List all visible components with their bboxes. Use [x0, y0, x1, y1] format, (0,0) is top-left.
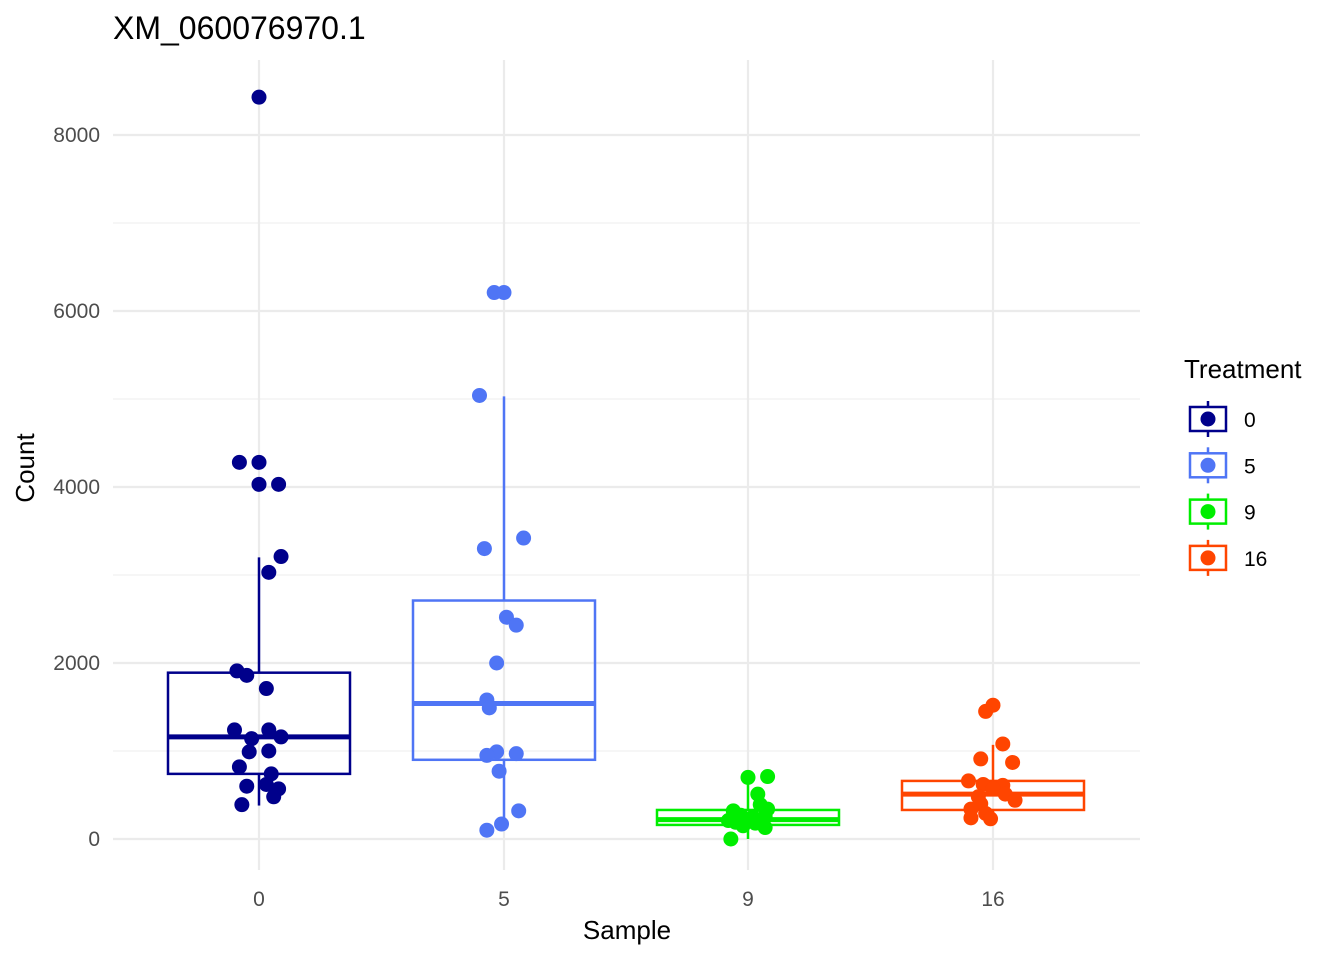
- data-point: [239, 667, 255, 683]
- legend-key-point: [1200, 550, 1216, 566]
- data-point: [961, 773, 976, 789]
- data-point: [261, 564, 277, 580]
- y-tick-label: 4000: [53, 476, 100, 499]
- data-point: [489, 655, 505, 671]
- data-point: [258, 681, 274, 697]
- legend-label: 9: [1244, 502, 1256, 525]
- data-point: [1005, 754, 1021, 770]
- y-tick-label: 6000: [53, 300, 100, 323]
- legend-key-point: [1200, 411, 1216, 427]
- data-point: [251, 476, 267, 492]
- legend-label: 5: [1244, 455, 1256, 478]
- legend-item-0: 0: [1188, 401, 1256, 437]
- x-tick-label: 0: [253, 888, 265, 911]
- data-point: [239, 778, 255, 794]
- data-point: [251, 454, 267, 470]
- data-point: [1007, 792, 1023, 808]
- data-point: [241, 744, 257, 760]
- data-point: [511, 803, 527, 819]
- chart-title: XM_060076970.1: [113, 10, 366, 46]
- data-point: [740, 769, 756, 785]
- data-point: [271, 476, 287, 492]
- legend-key-box: [1188, 498, 1228, 525]
- box-iqr: [166, 671, 352, 776]
- data-point: [251, 89, 267, 105]
- data-point: [508, 746, 524, 762]
- data-point: [227, 722, 242, 738]
- tick-labels: 0 2000 4000 6000 8000 0 5 9 16: [53, 124, 1004, 911]
- y-tick-label: 8000: [53, 124, 100, 147]
- legend-item-16: 16: [1188, 539, 1267, 576]
- data-point: [261, 743, 277, 759]
- data-point: [983, 811, 999, 827]
- data-point: [273, 729, 289, 745]
- data-point: [494, 816, 510, 832]
- data-point: [760, 769, 776, 785]
- points: [227, 89, 1023, 847]
- data-point: [273, 549, 289, 565]
- data-point: [735, 818, 751, 834]
- data-point: [479, 822, 495, 838]
- data-point: [244, 731, 260, 747]
- data-point: [978, 703, 994, 719]
- data-point: [266, 789, 282, 805]
- legend-item-9: 9: [1188, 493, 1256, 530]
- x-tick-label: 5: [498, 888, 510, 911]
- data-point: [963, 810, 979, 826]
- y-tick-label: 0: [88, 828, 100, 851]
- data-point: [508, 617, 524, 633]
- data-point: [261, 722, 277, 738]
- boxes: [166, 396, 1086, 839]
- data-point: [231, 454, 247, 470]
- x-tick-label: 9: [742, 888, 754, 911]
- data-point: [472, 387, 487, 403]
- legend-key-point: [1200, 504, 1216, 520]
- data-point: [985, 781, 1001, 797]
- data-point: [973, 751, 989, 767]
- legend-label: 16: [1244, 548, 1267, 571]
- box-iqr: [411, 599, 597, 762]
- legend-label: 0: [1244, 409, 1256, 432]
- y-axis-label: Count: [10, 433, 40, 503]
- data-point: [995, 736, 1011, 752]
- legend-item-5: 5: [1188, 447, 1256, 484]
- data-point: [516, 530, 532, 546]
- box-series-0: [166, 557, 352, 806]
- x-tick-label: 16: [981, 888, 1004, 911]
- data-point: [481, 700, 497, 716]
- data-point: [476, 541, 492, 557]
- legend: Treatment 0 5 9 16: [1184, 354, 1302, 576]
- data-point: [258, 776, 274, 792]
- legend-key-point: [1200, 457, 1216, 473]
- data-point: [479, 747, 495, 763]
- x-axis-label: Sample: [583, 915, 671, 945]
- data-point: [491, 763, 507, 779]
- data-point: [757, 820, 773, 836]
- data-point: [231, 759, 247, 775]
- y-tick-label: 2000: [53, 652, 100, 675]
- box-series-5: [411, 396, 597, 831]
- legend-title: Treatment: [1184, 354, 1302, 384]
- data-point: [234, 797, 250, 813]
- data-point: [496, 285, 512, 301]
- data-point: [723, 831, 739, 847]
